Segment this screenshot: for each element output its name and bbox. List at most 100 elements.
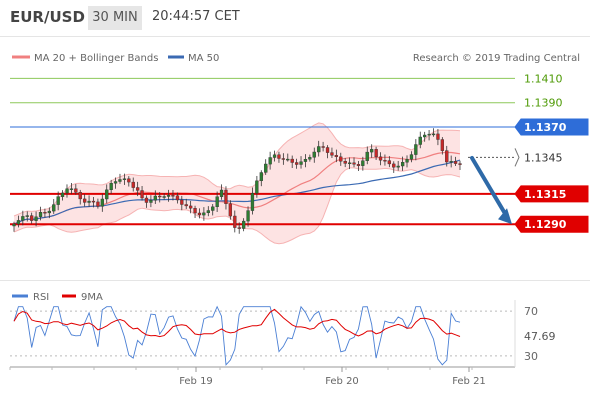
candle (140, 185, 144, 201)
candle (405, 155, 409, 168)
x-axis-ticks: Feb 19 Feb 20 Feb 21 (9, 367, 486, 387)
candle-body (162, 196, 166, 198)
level-label-2: 1.1370 (524, 121, 567, 134)
candle-body (109, 182, 113, 190)
candle (34, 211, 38, 227)
candle-body (334, 155, 338, 158)
candle (321, 141, 325, 152)
level-labels: 1.1410 1.1390 1.1370 1.1345 1.1315 1.1290 (514, 70, 589, 233)
candle-body (401, 161, 405, 167)
candle (144, 195, 149, 208)
candle (211, 204, 215, 216)
candle-body (65, 188, 69, 194)
candle (383, 154, 387, 166)
arrow-shaft (470, 156, 508, 218)
candle (356, 161, 361, 171)
candle-body (16, 220, 21, 225)
candle (246, 206, 250, 227)
timeframe-button[interactable]: 30 MIN (88, 6, 142, 30)
candle (378, 152, 383, 166)
level-tag-2 (514, 118, 589, 136)
rsi-tick-label-0: 70 (524, 305, 538, 318)
candle (197, 208, 202, 219)
candle-body (330, 152, 334, 156)
candle (180, 195, 184, 211)
candle (135, 181, 140, 197)
candle-body (325, 147, 330, 153)
candle-body (392, 163, 396, 168)
candle (250, 187, 255, 215)
candles (12, 128, 462, 234)
candle-body (440, 139, 444, 151)
candle (277, 151, 281, 163)
candle (118, 173, 122, 184)
bollinger-upper (13, 122, 461, 217)
candle (343, 158, 347, 168)
rsi-line (13, 305, 461, 366)
candle (153, 190, 157, 204)
rsi-current-value: 47.69 (524, 330, 556, 343)
candle-body (122, 178, 127, 180)
candle (30, 212, 34, 224)
candle-body (78, 192, 82, 200)
candle (12, 221, 16, 232)
candle (264, 159, 268, 175)
candle-body (237, 227, 241, 229)
candle-body (458, 163, 462, 165)
candle-body (264, 163, 268, 173)
candle-body (228, 203, 232, 217)
candle-body (378, 156, 383, 161)
x-tick-label-1: Feb 20 (325, 376, 359, 387)
rsi-panel: 70 30 47.69 (10, 305, 556, 366)
candle-body (224, 189, 228, 205)
candle (427, 130, 431, 141)
candle-body (423, 134, 427, 138)
candle-body (449, 161, 453, 163)
candle-body (268, 157, 272, 165)
candle-body (87, 200, 91, 203)
candle (219, 184, 224, 200)
candle-body (343, 160, 347, 164)
candle-body (445, 150, 449, 163)
candle-body (188, 205, 193, 209)
candle (149, 195, 153, 208)
candle (38, 206, 43, 221)
candle-body (47, 210, 52, 214)
candle (113, 177, 118, 189)
research-credit: Research © 2019 Trading Central (413, 53, 580, 64)
candle (290, 155, 294, 169)
candle (158, 192, 162, 203)
candle (241, 218, 246, 232)
candle-body (295, 162, 299, 165)
candle-body (43, 211, 47, 214)
candle (193, 205, 197, 219)
candle (272, 150, 277, 162)
candle (374, 146, 378, 160)
bollinger-bands (13, 122, 461, 245)
candle-body (100, 198, 105, 207)
candle (105, 184, 109, 204)
candle-body (180, 199, 184, 205)
current-price-pointer (514, 148, 520, 167)
candle-body (312, 151, 316, 158)
candle-body (140, 190, 144, 199)
rsi-tick-label-1: 30 (524, 350, 538, 363)
ma20-legend-label: MA 20 + Bollinger Bands (34, 53, 158, 64)
candle-body (250, 192, 255, 211)
candle-body (166, 195, 171, 197)
candle-body (219, 189, 224, 197)
candle-body (259, 172, 263, 182)
candle (339, 152, 343, 166)
candle-body (215, 196, 219, 207)
candle-body (25, 215, 29, 217)
bollinger-band-area (14, 122, 460, 244)
x-tick-label-0: Feb 19 (179, 376, 213, 387)
candle (281, 153, 285, 165)
candle (65, 184, 69, 198)
candle-body (356, 164, 361, 166)
ma50-legend-label: MA 50 (188, 53, 219, 64)
candle-body (431, 133, 436, 136)
candle-body (436, 133, 440, 140)
candle-body (255, 180, 259, 194)
